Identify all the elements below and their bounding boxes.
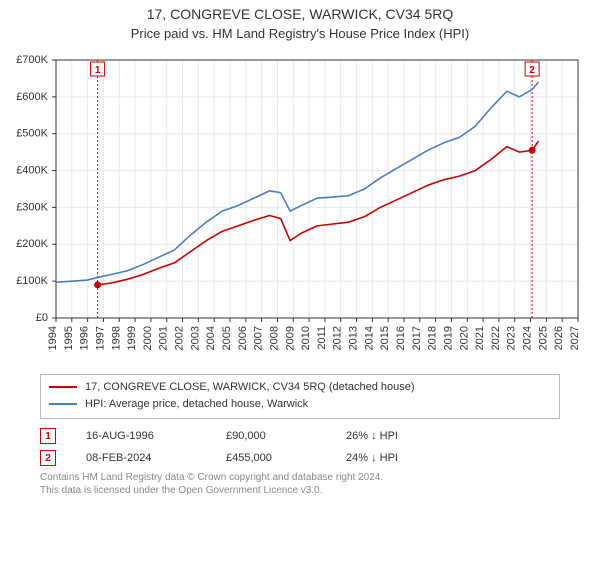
svg-text:2023: 2023 [506,326,518,350]
txn-delta: 24% ↓ HPI [346,452,456,464]
footnote: Contains HM Land Registry data © Crown c… [40,471,560,497]
svg-text:2011: 2011 [316,326,328,350]
svg-text:2020: 2020 [458,326,470,350]
svg-text:2010: 2010 [300,326,312,350]
svg-text:2004: 2004 [205,326,217,350]
legend-label-price-paid: 17, CONGREVE CLOSE, WARWICK, CV34 5RQ (d… [85,379,415,396]
svg-text:2016: 2016 [395,326,407,350]
txn-marker-1: 1 [40,428,56,444]
svg-text:2026: 2026 [553,326,565,350]
svg-text:2019: 2019 [442,326,454,350]
txn-date: 08-FEB-2024 [86,452,196,464]
svg-text:1997: 1997 [94,326,106,350]
svg-text:2001: 2001 [158,326,170,350]
svg-text:£600K: £600K [16,91,48,103]
legend-label-hpi: HPI: Average price, detached house, Warw… [85,396,308,413]
svg-text:2013: 2013 [348,326,360,350]
svg-text:2008: 2008 [268,326,280,350]
line-chart: £0 £100K £200K £300K £400K £500K £600K £700K 199… [0,54,600,374]
chart-title: 17, CONGREVE CLOSE, WARWICK, CV34 5RQ [0,6,600,22]
footnote-line: This data is licensed under the Open Gov… [40,484,560,497]
svg-text:2009: 2009 [284,326,296,350]
txn-delta: 26% ↓ HPI [346,430,456,442]
transactions-table: 1 16-AUG-1996 £90,000 26% ↓ HPI 2 08-FEB… [40,425,560,469]
svg-text:£700K: £700K [16,54,48,66]
svg-text:1: 1 [95,65,101,76]
txn-marker-2: 2 [40,450,56,466]
svg-text:£400K: £400K [16,164,48,176]
svg-text:£300K: £300K [16,201,48,213]
svg-text:1998: 1998 [110,326,122,350]
svg-text:2014: 2014 [363,326,375,350]
svg-text:£500K: £500K [16,128,48,140]
svg-text:1995: 1995 [63,326,75,350]
legend: 17, CONGREVE CLOSE, WARWICK, CV34 5RQ (d… [40,374,560,419]
svg-text:2005: 2005 [221,326,233,350]
footnote-line: Contains HM Land Registry data © Crown c… [40,471,560,484]
svg-text:2000: 2000 [142,326,154,350]
table-row: 1 16-AUG-1996 £90,000 26% ↓ HPI [40,425,560,447]
svg-text:2015: 2015 [379,326,391,350]
svg-text:1996: 1996 [79,326,91,350]
svg-text:2021: 2021 [474,326,486,350]
txn-date: 16-AUG-1996 [86,430,196,442]
svg-text:£200K: £200K [16,238,48,250]
svg-text:£0: £0 [36,312,48,324]
svg-text:2017: 2017 [411,326,423,350]
svg-text:2027: 2027 [569,326,581,350]
svg-text:2018: 2018 [427,326,439,350]
txn-price: £455,000 [226,452,316,464]
svg-text:2002: 2002 [174,326,186,350]
svg-text:2022: 2022 [490,326,502,350]
svg-text:£100K: £100K [16,275,48,287]
chart-area: £0 £100K £200K £300K £400K £500K £600K £700K 199… [0,54,600,497]
svg-text:2007: 2007 [253,326,265,350]
svg-text:2: 2 [529,65,535,76]
legend-swatch-price-paid [49,386,77,388]
svg-text:2012: 2012 [332,326,344,350]
svg-text:2025: 2025 [537,326,549,350]
svg-text:2024: 2024 [522,326,534,350]
table-row: 2 08-FEB-2024 £455,000 24% ↓ HPI [40,447,560,469]
legend-swatch-hpi [49,403,77,405]
svg-text:1994: 1994 [47,326,59,350]
chart-subtitle: Price paid vs. HM Land Registry's House … [0,26,600,41]
svg-text:2006: 2006 [237,326,249,350]
svg-text:1999: 1999 [126,326,138,350]
svg-text:2003: 2003 [189,326,201,350]
txn-price: £90,000 [226,430,316,442]
